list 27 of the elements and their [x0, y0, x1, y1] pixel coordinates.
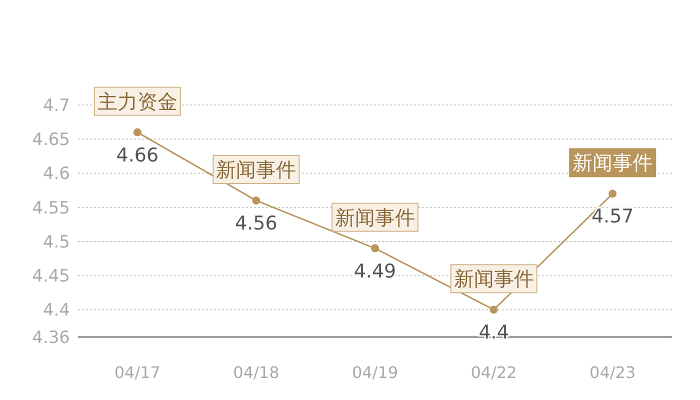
- annotation: 新闻事件: [212, 155, 300, 184]
- point: [608, 190, 617, 198]
- point: [490, 306, 498, 314]
- annotation: 新闻事件: [569, 148, 656, 178]
- y-tick-label: 4.4: [42, 300, 70, 321]
- x-tick-label: 04/18: [233, 363, 280, 382]
- point: [133, 128, 142, 136]
- data-label: 4.49: [354, 260, 396, 282]
- annotation: 主力资金: [94, 86, 181, 116]
- data-label: 4.56: [235, 212, 278, 235]
- y-tick-label: 4.45: [32, 266, 70, 287]
- y-tick-label: 4.6: [42, 164, 70, 184]
- y-tick-label: 4.7: [42, 96, 70, 116]
- x-tick-label: 04/17: [114, 363, 160, 382]
- x-tick-label: 04/23: [590, 363, 636, 382]
- x-tick-label: 04/19: [352, 363, 398, 382]
- data-label: 4.57: [591, 206, 634, 228]
- y-tick-label: 4.5: [42, 232, 70, 252]
- y-tick-label: 4.55: [32, 198, 70, 218]
- y-tick-label: 4.36: [32, 328, 70, 348]
- data-label: 4.66: [116, 144, 159, 166]
- annotation: 新闻事件: [332, 202, 418, 232]
- point: [252, 196, 260, 205]
- point: [371, 244, 379, 252]
- x-tick-label: 04/22: [470, 363, 517, 382]
- y-tick-label: 4.65: [32, 130, 70, 150]
- annotation: 新闻事件: [450, 264, 538, 294]
